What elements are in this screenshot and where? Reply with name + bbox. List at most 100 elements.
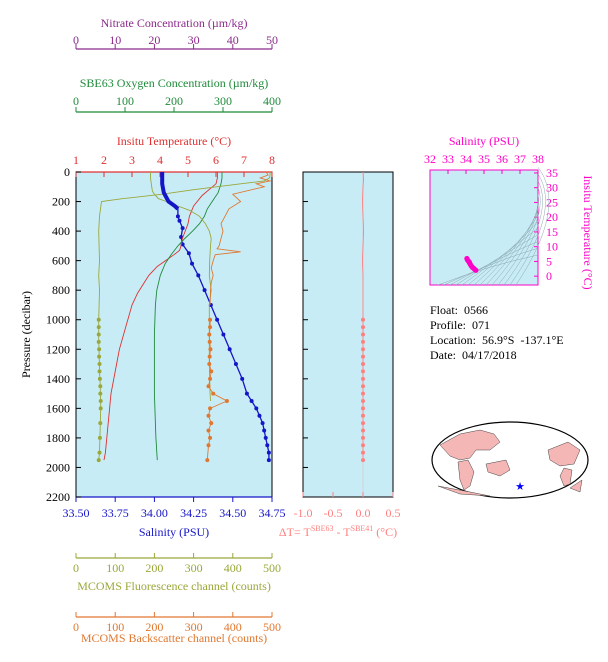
salinity-profiles-point: [175, 214, 180, 219]
backscatter-profiles-sparse-point: [207, 362, 212, 367]
fluorescence-profiles-sparse-point: [96, 339, 101, 344]
diff-profiles-sparse-point: [361, 443, 365, 448]
backscatter-profiles-sparse-point: [206, 443, 211, 448]
ts-temperature-tick-label: 0: [546, 269, 552, 283]
nitrate-tick-label: 50: [266, 33, 278, 47]
ts-temperature-tick-label: 20: [546, 210, 558, 224]
ts-isopycnal-line: [497, 187, 541, 286]
fluorescence-profiles-sparse-point: [98, 384, 103, 389]
ts-salinity-tick-label: 35: [478, 152, 490, 166]
ts-salinity-tick-label: 36: [496, 152, 508, 166]
backscatter-profiles-sparse-point: [207, 354, 212, 359]
salinity-profiles-point: [257, 413, 262, 418]
salinity-profiles-point: [266, 450, 271, 455]
temperature-axis-title: Insitu Temperature (°C): [117, 134, 231, 148]
fluorescence-profiles-sparse-point: [97, 376, 102, 381]
fluorescence-tick-label: 500: [263, 561, 281, 575]
fluorescence-tick-label: 0: [73, 561, 79, 575]
backscatter-profiles-sparse-point: [209, 421, 214, 426]
ts-temperature-axis-title: Insitu Temperature (°C): [581, 175, 595, 289]
nitrate-tick-label: 0: [73, 33, 79, 47]
fluorescence-tick-label: 300: [185, 561, 203, 575]
ts-salinity-tick-label: 34: [460, 152, 472, 166]
temperature-tick-label: 4: [157, 153, 163, 167]
ts-salinity-tick-label: 32: [424, 152, 436, 166]
backscatter-tick-label: 400: [224, 620, 242, 634]
diff-profiles-sparse-point: [361, 347, 365, 352]
pressure-tick-label: 1600: [46, 401, 70, 415]
temperature-tick-label: 5: [185, 153, 191, 167]
fluorescence-tick-label: 200: [145, 561, 163, 575]
backscatter-profiles-sparse-point: [209, 369, 214, 374]
temperature-profiles-line: [103, 172, 218, 461]
diff-profiles-sparse-point: [361, 413, 365, 418]
salinity-profiles-point: [263, 435, 268, 440]
float-location-star: ★: [515, 481, 525, 493]
ts-panel-bg: [429, 169, 539, 286]
oxygen-tick-label: 100: [116, 94, 134, 108]
diff-profiles-sparse-point: [361, 428, 365, 433]
profile-number: Profile: 071: [430, 318, 490, 332]
backscatter-tick-label: 100: [106, 620, 124, 634]
fluorescence-profiles-sparse-point: [97, 450, 102, 455]
nitrate-axis-title: Nitrate Concentration (µm/kg): [101, 16, 248, 30]
ts-temperature-tick-label: 5: [546, 254, 552, 268]
diff-profiles-sparse-point: [361, 325, 365, 330]
ts-isopycnal-line: [491, 194, 539, 286]
temperature-axis: 1 2 3 4 5 6 7 8 Insitu Temperature (°C): [73, 134, 275, 177]
ts-temperature-tick-label: 30: [546, 181, 558, 195]
ts-temperature-tick-label: 10: [546, 240, 558, 254]
salinity-tick-label: 34.25: [180, 506, 207, 520]
backscatter-profiles-sparse-point: [208, 376, 213, 381]
diff-profiles-sparse-point: [361, 376, 365, 381]
salinity-tick-label: 34.75: [259, 506, 286, 520]
diff-profiles-sparse-point: [361, 391, 365, 396]
ts-isopycnal-line: [485, 200, 539, 286]
fluorescence-profiles-sparse-point: [96, 317, 101, 322]
diff-profiles-sparse-point: [361, 339, 365, 344]
ts-temperature-tick-label: 25: [546, 195, 558, 209]
salinity-profiles-point: [254, 406, 259, 411]
fluorescence-tick-label: 400: [224, 561, 242, 575]
diff-profiles-sparse-point: [361, 406, 365, 411]
salinity-surface-thick-line: [160, 172, 180, 211]
salinity-profiles-point: [233, 362, 238, 367]
backscatter-tick-label: 500: [263, 620, 281, 634]
backscatter-profiles-sparse-point: [208, 317, 213, 322]
backscatter-tick-label: 200: [145, 620, 163, 634]
pressure-tick-label: 200: [52, 195, 70, 209]
salinity-profiles-point: [190, 261, 195, 266]
fluorescence-tick-label: 100: [106, 561, 124, 575]
oxygen-profiles-line: [153, 172, 223, 461]
ts-isopycnal-line: [479, 207, 539, 286]
fluorescence-profiles-sparse-point: [98, 421, 103, 426]
salinity-profiles-point: [196, 273, 201, 278]
fluorescence-axis: 0 100 200 300 400 500 MCOMS Fluorescence chann…: [73, 553, 281, 593]
temperature-tick-label: 6: [213, 153, 219, 167]
world-map: ★: [431, 421, 589, 499]
delta-t-axis-title: ΔT= TSBE63 - TSBE41 (°C): [279, 524, 397, 539]
fluorescence-axis-title: MCOMS Fluorescence channel (counts): [77, 579, 271, 593]
salinity-tick-label: 34.00: [141, 506, 168, 520]
backscatter-profiles-sparse-point: [206, 384, 211, 389]
salinity-profiles-point: [177, 218, 182, 223]
temperature-tick-label: 3: [129, 153, 135, 167]
salinity-axis: 33.50 33.75 34.00 34.25 34.50 34.75 Salinity (…: [63, 496, 286, 539]
backscatter-profiles-sparse-point: [206, 413, 211, 418]
map-land: [437, 429, 583, 497]
pressure-tick-label: 2000: [46, 460, 70, 474]
fluorescence-profiles-sparse-point: [97, 354, 102, 359]
ts-isopycnal-line: [467, 221, 539, 286]
diff-profiles-sparse-point: [361, 332, 365, 337]
delta-t-tick-label: -1.0: [294, 506, 313, 520]
oxygen-axis: 0 100 200 300 400 SBE63 Oxygen Concentration …: [73, 76, 281, 113]
salinity-profiles-point: [179, 235, 184, 239]
backscatter-profiles-sparse-point: [207, 332, 212, 337]
pressure-tick-label: 1800: [46, 431, 70, 445]
backscatter-profiles-sparse-point: [208, 406, 213, 411]
backscatter-tick-label: 0: [73, 620, 79, 634]
fluorescence-profiles-sparse-point: [97, 369, 102, 374]
diff-profiles-sparse-point: [361, 354, 365, 359]
delta-t-tick-label: 0.0: [356, 506, 371, 520]
diff-profiles-sparse-point: [361, 398, 365, 403]
